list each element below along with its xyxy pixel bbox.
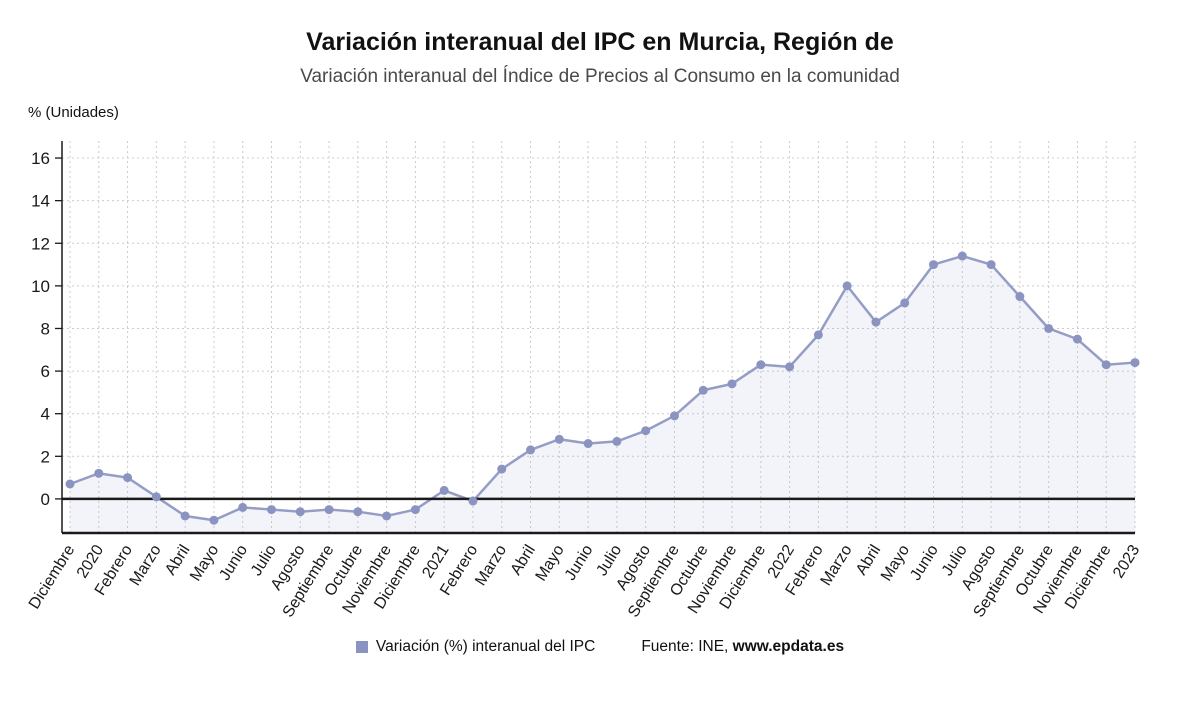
data-point: [382, 511, 392, 521]
data-point: [410, 505, 420, 515]
data-point: [813, 330, 823, 340]
data-point: [1015, 292, 1025, 302]
data-point: [1044, 323, 1054, 333]
y-tick-label: 16: [31, 149, 50, 168]
y-axis-labels: 0 2 4 6 8 10 12 14 16: [31, 149, 50, 509]
y-tick-label: 6: [41, 362, 50, 381]
x-tick-label: Junio: [216, 542, 251, 584]
data-points: [65, 251, 1140, 525]
y-tick-label: 14: [31, 192, 50, 211]
x-tick-label: Junio: [562, 542, 597, 584]
data-point: [1130, 358, 1140, 368]
y-tick-label: 2: [41, 447, 50, 466]
x-tick-label: Mayo: [878, 542, 913, 584]
x-tick-label: Junio: [907, 542, 942, 584]
data-point: [641, 426, 651, 436]
x-tick-label: Mayo: [533, 542, 568, 584]
data-point: [353, 507, 363, 517]
x-tick-label: Mayo: [187, 542, 222, 584]
data-point: [1101, 360, 1111, 370]
data-point: [468, 496, 478, 506]
y-tick-label: 4: [41, 405, 50, 424]
data-point: [324, 505, 334, 515]
chart-title: Variación interanual del IPC en Murcia, …: [306, 28, 894, 56]
source-prefix: Fuente: INE,: [641, 638, 733, 655]
data-point: [266, 505, 276, 515]
data-point: [986, 260, 996, 270]
data-point: [669, 411, 679, 421]
legend-marker-icon: [355, 641, 368, 653]
legend-label: Variación (%) interanual del IPC: [375, 638, 596, 655]
data-point: [123, 473, 133, 483]
data-point: [583, 439, 593, 449]
series-area-fill: [70, 256, 1135, 533]
data-point: [785, 362, 795, 372]
data-point: [727, 379, 737, 389]
data-point: [698, 385, 708, 395]
data-point: [842, 281, 852, 291]
x-axis-labels: Diciembre2020FebreroMarzoAbrilMayoJunioJ…: [26, 542, 1144, 620]
data-point: [1072, 334, 1082, 344]
data-point: [929, 260, 939, 270]
data-point: [871, 317, 881, 327]
y-tick-label: 12: [31, 234, 50, 253]
x-tick-label: 2023: [1110, 542, 1143, 581]
data-point: [900, 298, 910, 308]
data-point: [295, 507, 305, 517]
data-point: [94, 468, 104, 478]
x-tick-label: Diciembre: [26, 542, 79, 612]
data-point: [65, 479, 75, 489]
data-point: [612, 436, 622, 446]
series-line: [68, 254, 1137, 522]
data-point: [526, 445, 536, 455]
data-point: [209, 515, 219, 525]
data-point: [180, 511, 190, 521]
data-point: [238, 502, 248, 512]
legend-row: Variación (%) interanual del IPC Fuente:…: [0, 638, 1200, 656]
data-point: [756, 360, 766, 370]
vertical-gridlines: [69, 141, 1136, 533]
source-text: Fuente: INE, www.epdata.es: [641, 638, 844, 656]
legend-item: Variación (%) interanual del IPC: [355, 638, 596, 656]
data-point: [497, 464, 507, 474]
chart-subtitle: Variación interanual del Índice de Preci…: [300, 66, 900, 87]
y-tick-label: 10: [31, 277, 50, 296]
y-tick-label: 8: [41, 319, 50, 338]
ipc-line-chart: 0 2 4 6 8 10 12 14 16 Diciembre2020FebreroMarzoAb…: [26, 141, 1144, 621]
source-site: www.epdata.es: [732, 638, 845, 655]
data-point: [151, 492, 161, 502]
data-point: [439, 485, 449, 495]
data-point: [554, 434, 564, 444]
data-point: [957, 251, 967, 261]
y-axis-unit-label: % (Unidades): [28, 104, 119, 121]
y-tick-label: 0: [41, 490, 50, 509]
